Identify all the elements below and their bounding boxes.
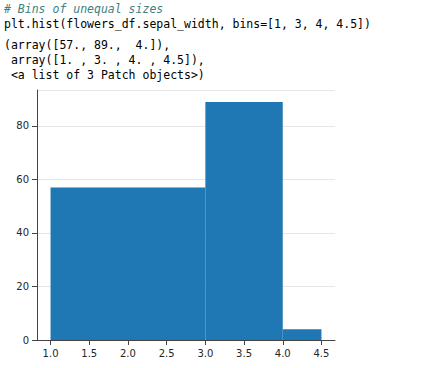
svg-text:60: 60 <box>16 174 29 185</box>
svg-text:4.0: 4.0 <box>275 348 291 359</box>
svg-text:1.5: 1.5 <box>81 348 97 359</box>
svg-text:2.5: 2.5 <box>159 348 175 359</box>
html-text:# Bins of unequal sizes: # Bins of unequal sizes <box>4 2 164 16</box>
svg-text:3.5: 3.5 <box>236 348 252 359</box>
svg-text:4.5: 4.5 <box>314 348 330 359</box>
svg-text:1.0: 1.0 <box>43 348 59 359</box>
svg-text:40: 40 <box>16 227 29 238</box>
svg-text:20: 20 <box>16 281 29 292</box>
svg-text:3.0: 3.0 <box>197 348 213 359</box>
html-text:plt.hist(flowers_df.sepal_widt: plt.hist(flowers_df.sepal_width, bins=[1… <box>4 17 371 31</box>
svg-text:80: 80 <box>16 120 29 131</box>
svg-text:0: 0 <box>23 335 29 346</box>
svg-text:2.0: 2.0 <box>120 348 136 359</box>
html-text:(array([57., 89., 4.]), array(: (array([57., 89., 4.]), array([1. , 3. ,… <box>4 38 205 82</box>
